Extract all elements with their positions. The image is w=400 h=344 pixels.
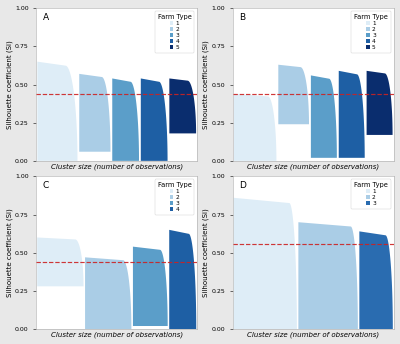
Text: A: A: [43, 13, 49, 22]
Legend: 1, 2, 3, 4: 1, 2, 3, 4: [154, 179, 194, 215]
Text: C: C: [43, 181, 49, 190]
Y-axis label: Silhouette coefficient (Si): Silhouette coefficient (Si): [6, 40, 13, 129]
Polygon shape: [234, 94, 276, 161]
Polygon shape: [141, 78, 168, 161]
Polygon shape: [278, 65, 309, 124]
X-axis label: Cluster size (number of observations): Cluster size (number of observations): [247, 163, 379, 170]
Y-axis label: Silhouette coefficient (Si): Silhouette coefficient (Si): [203, 208, 209, 297]
Polygon shape: [311, 75, 337, 158]
X-axis label: Cluster size (number of observations): Cluster size (number of observations): [51, 163, 183, 170]
X-axis label: Cluster size (number of observations): Cluster size (number of observations): [247, 331, 379, 338]
Polygon shape: [79, 74, 110, 152]
Polygon shape: [169, 78, 196, 133]
Polygon shape: [37, 237, 84, 286]
Polygon shape: [112, 78, 139, 161]
Polygon shape: [37, 62, 78, 161]
Polygon shape: [234, 198, 297, 329]
Text: D: D: [239, 181, 246, 190]
Legend: 1, 2, 3: 1, 2, 3: [351, 179, 391, 209]
Y-axis label: Silhouette coefficient (Si): Silhouette coefficient (Si): [6, 208, 13, 297]
Text: B: B: [239, 13, 245, 22]
Polygon shape: [133, 247, 168, 326]
Polygon shape: [85, 257, 131, 329]
Legend: 1, 2, 3, 4, 5: 1, 2, 3, 4, 5: [351, 11, 391, 53]
Y-axis label: Silhouette coefficient (Si): Silhouette coefficient (Si): [203, 40, 209, 129]
Legend: 1, 2, 3, 4, 5: 1, 2, 3, 4, 5: [154, 11, 194, 53]
Polygon shape: [298, 222, 358, 329]
Polygon shape: [339, 71, 365, 158]
X-axis label: Cluster size (number of observations): Cluster size (number of observations): [51, 331, 183, 338]
Polygon shape: [367, 71, 392, 135]
Polygon shape: [169, 230, 196, 329]
Polygon shape: [359, 232, 393, 329]
